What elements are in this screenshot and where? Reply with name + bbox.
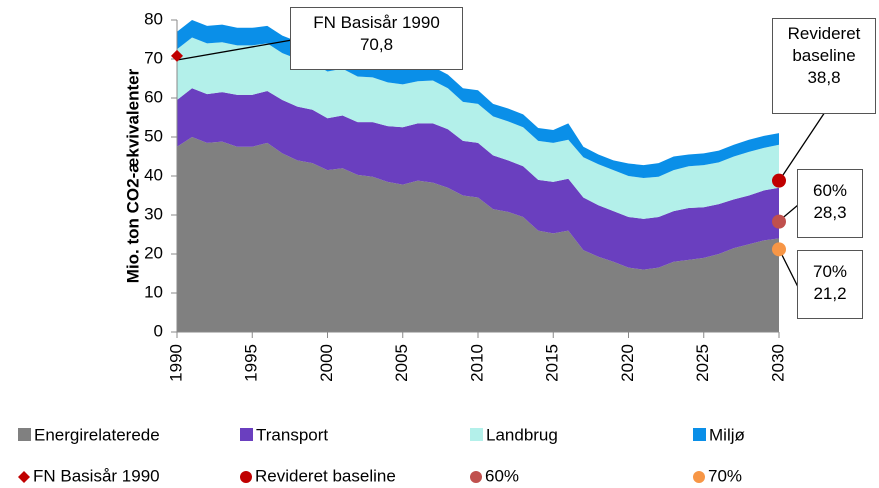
x-tick-label: 2030 [768,344,787,382]
area [177,88,779,270]
legend-label: 70% [708,466,742,485]
area [177,37,779,219]
legend-label: FN Basisår 1990 [33,466,160,485]
leader-line [176,39,293,61]
point-marker [772,214,786,229]
leader-line [778,111,826,182]
x-tick-label: 2020 [618,344,637,382]
legend-label: Miljø [709,425,745,444]
legend-label: Transport [256,425,328,444]
legend-label: Energirelaterede [34,425,160,444]
annotation-title: 60% [812,181,848,200]
point-marker [772,173,786,188]
y-tick-label: 80 [144,9,163,28]
x-tick-label: 2010 [467,344,486,382]
annotation-box: Revideret baseline 38,8 [772,18,876,114]
legend-swatch [693,428,706,441]
y-tick-label: 60 [144,87,163,106]
point-marker [772,242,786,257]
annotation-value: 70,8 [359,35,394,54]
legend-swatch [470,428,483,441]
y-tick-label: 0 [154,321,163,340]
x-tick-label: 2005 [392,344,411,382]
y-tick-label: 20 [144,243,163,262]
legend-swatch [240,428,253,441]
legend-swatch [18,471,30,483]
y-tick-label: 40 [144,165,163,184]
annotation-box: 70% 21,2 [797,250,863,319]
legend-swatch [470,471,482,483]
x-tick-label: 2025 [693,344,712,382]
annotation-title: Revideret baseline [787,24,861,65]
legend-swatch [18,428,31,441]
legend-swatch [693,471,705,483]
plot [177,20,779,332]
legend-label: Revideret baseline [255,466,396,485]
annotation-title: 70% [812,262,848,281]
y-tick-label: 50 [144,126,163,145]
point-marker [171,49,183,62]
annotation-value: 38,8 [807,68,841,87]
legend-label: 60% [485,466,519,485]
area [177,137,779,332]
annotation-value: 21,2 [813,284,847,303]
legend-label: Landbrug [486,425,558,444]
annotation-title: FN Basisår 1990 [313,13,440,32]
legend-swatch [240,471,252,483]
x-tick-label: 2000 [317,344,336,382]
y-tick-label: 70 [144,48,163,67]
y-axis-label: Mio. ton CO2-ækvivalenter [123,68,142,283]
x-tick-label: 1990 [166,344,185,382]
x-tick-label: 2015 [543,344,562,382]
annotation-box: 60% 28,3 [797,169,863,238]
annotation-box: FN Basisår 1990 70,8 [290,7,463,70]
x-tick-label: 1995 [242,344,261,382]
y-tick-label: 30 [144,204,163,223]
annotation-value: 28,3 [813,203,847,222]
y-tick-label: 10 [144,282,163,301]
